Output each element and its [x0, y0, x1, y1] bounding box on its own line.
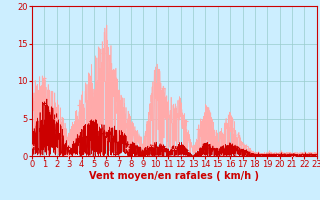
X-axis label: Vent moyen/en rafales ( km/h ): Vent moyen/en rafales ( km/h ) [89, 171, 260, 181]
